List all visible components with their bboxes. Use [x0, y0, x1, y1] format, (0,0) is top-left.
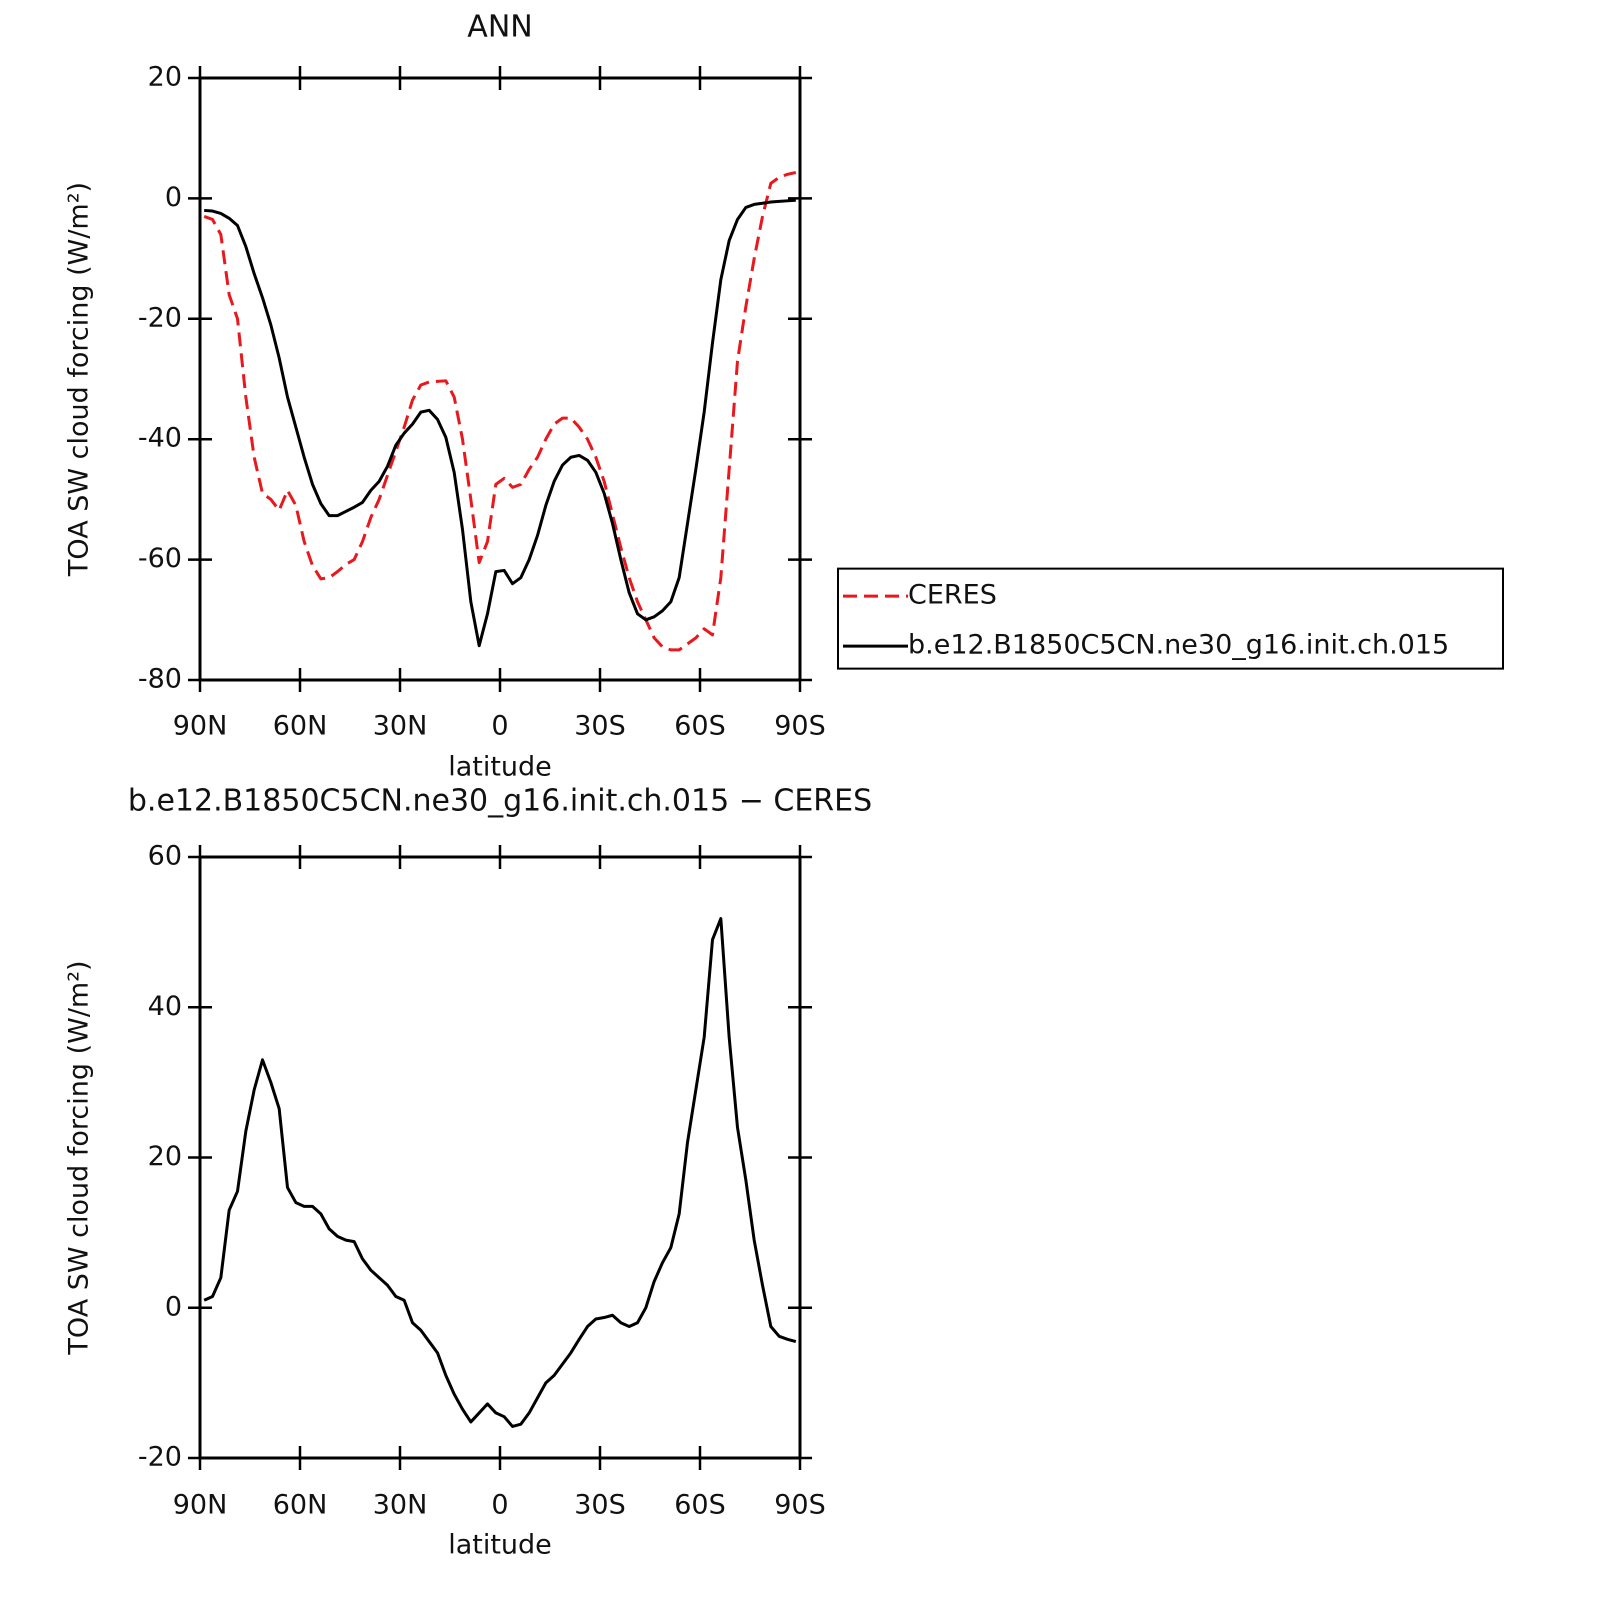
panel: ANN latitude TOA SW cloud forcing (W/m²) 20… — [64, 10, 1504, 783]
y-tick-label: -20 — [138, 302, 182, 333]
legend-label: b.e12.B1850C5CN.ne30_g16.init.ch.015 — [908, 630, 1449, 661]
x-tick-label: 30S — [574, 711, 626, 742]
x-tick-label: 0 — [491, 1490, 508, 1521]
chart-title: ANN — [467, 10, 532, 45]
x-axis-label: latitude — [448, 1530, 552, 1561]
x-tick-label: 90N — [173, 711, 228, 742]
data-line — [204, 198, 796, 648]
y-tick-label: -20 — [138, 1442, 182, 1473]
y-tick-label: 0 — [165, 1291, 182, 1322]
plot-frame — [198, 76, 802, 682]
x-tick-label: 90S — [774, 711, 826, 742]
y-axis-label: TOA SW cloud forcing (W/m²) — [64, 960, 95, 1355]
y-tick-label: 0 — [165, 182, 182, 213]
x-tick-label: 30S — [574, 1490, 626, 1521]
x-tick-label: 30N — [373, 711, 428, 742]
x-tick-label: 90N — [173, 1490, 228, 1521]
x-tick-label: 60N — [273, 711, 328, 742]
y-tick-label: 60 — [148, 841, 182, 872]
y-tick-label: -80 — [138, 664, 182, 695]
x-tick-label: 60S — [674, 1490, 726, 1521]
y-tick-label: 20 — [148, 62, 182, 93]
y-tick-label: 40 — [148, 991, 182, 1022]
x-tick-label: 60S — [674, 711, 726, 742]
chart-title: b.e12.B1850C5CN.ne30_g16.init.ch.015 − C… — [128, 784, 872, 819]
x-tick-label: 60N — [273, 1490, 328, 1521]
plot-frame — [198, 855, 802, 1460]
x-tick-label: 0 — [491, 711, 508, 742]
x-tick-label: 90S — [774, 1490, 826, 1521]
y-tick-label: -60 — [138, 543, 182, 574]
y-tick-label: -40 — [138, 423, 182, 454]
x-tick-label: 30N — [373, 1490, 428, 1521]
y-tick-label: 20 — [148, 1141, 182, 1172]
data-line — [203, 171, 797, 652]
legend: CERES b.e12.B1850C5CN.ne30_g16.init.ch.01… — [837, 567, 1504, 670]
legend-box — [837, 567, 1504, 670]
panel: b.e12.B1850C5CN.ne30_g16.init.ch.015 − C… — [64, 784, 873, 1561]
data-line — [203, 917, 797, 1428]
x-axis-label: latitude — [448, 752, 552, 783]
y-axis-label: TOA SW cloud forcing (W/m²) — [64, 182, 95, 577]
legend-label: CERES — [908, 580, 997, 611]
